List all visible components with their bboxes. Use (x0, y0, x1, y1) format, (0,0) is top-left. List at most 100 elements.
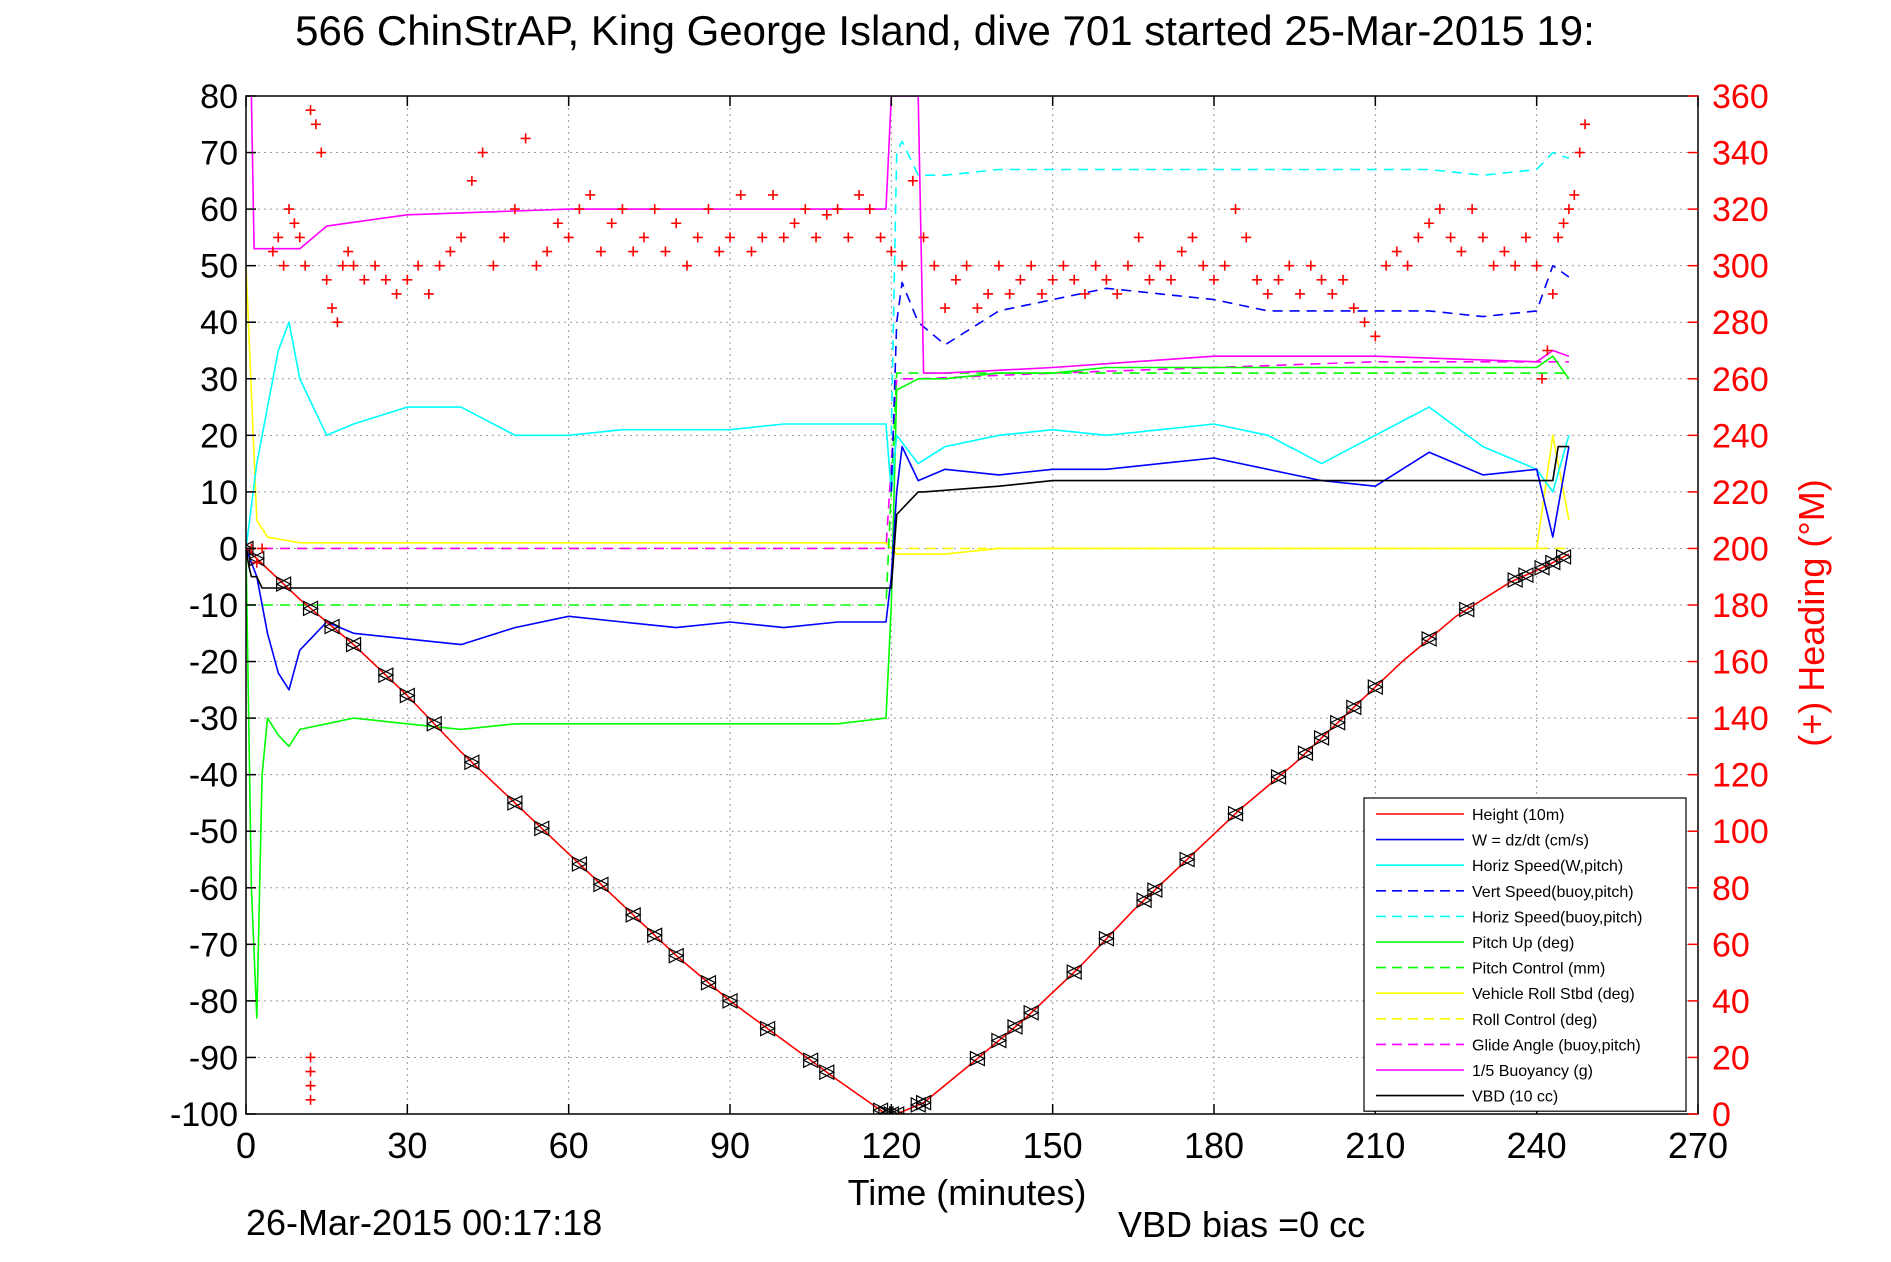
y-right-tick-label: 360 (1712, 78, 1769, 116)
y-right-tick-label: 260 (1712, 361, 1769, 399)
heading-point (300, 260, 311, 271)
heading-point (305, 1066, 316, 1077)
heading-point (1155, 260, 1166, 271)
y-tick-label: -70 (189, 926, 238, 964)
height-marker (1146, 882, 1164, 899)
height-marker (1022, 1004, 1040, 1021)
x-tick-label: 270 (1668, 1125, 1728, 1166)
legend-item-label: VBD (10 cc) (1472, 1089, 1558, 1106)
chart-title: 566 ChinStrAP, King George Island, dive … (295, 7, 1595, 54)
heading-point (1359, 317, 1370, 328)
heading-point (768, 189, 779, 200)
height-marker (1345, 699, 1363, 716)
heading-point (284, 204, 295, 215)
heading-point (940, 303, 951, 314)
heading-point (993, 260, 1004, 271)
y-tick-label: 30 (200, 361, 238, 399)
heading-point (499, 232, 510, 243)
heading-point (649, 204, 660, 215)
heading-point (897, 260, 908, 271)
heading-point (800, 204, 811, 215)
heading-point (918, 232, 929, 243)
height-marker (1006, 1018, 1024, 1035)
heading-point (1531, 260, 1542, 271)
heading-point (1015, 274, 1026, 285)
height-marker (700, 974, 717, 991)
y-right-tick-label: 220 (1712, 474, 1769, 512)
y-tick-label: -20 (189, 644, 238, 682)
heading-point (1273, 274, 1284, 285)
y-axis-right-label: (+) Heading (°M) (1791, 479, 1832, 746)
x-tick-label: 0 (236, 1125, 256, 1166)
series-line-pitch-control-mm (246, 372, 1569, 606)
height-marker (1065, 964, 1083, 981)
heading-point (305, 105, 316, 116)
heading-point (972, 303, 983, 314)
heading-point (413, 260, 424, 271)
y-right-tick-label: 300 (1712, 248, 1769, 286)
height-marker (533, 820, 551, 837)
heading-point (1058, 260, 1069, 271)
y-right-tick-label: 120 (1712, 757, 1769, 795)
x-tick-label: 240 (1507, 1125, 1567, 1166)
y-right-tick-label: 160 (1712, 644, 1769, 682)
heading-point (1580, 119, 1591, 130)
heading-point (343, 246, 354, 257)
legend-item-label: Pitch Control (mm) (1472, 961, 1605, 978)
heading-point (1198, 260, 1209, 271)
y-tick-label: 40 (200, 304, 238, 342)
heading-point (1230, 204, 1241, 215)
heading-point (1338, 274, 1349, 285)
footer-date: 26-Mar-2015 00:17:18 (246, 1202, 602, 1243)
heading-point (488, 260, 499, 271)
height-marker (646, 927, 664, 944)
y-tick-label: -80 (189, 983, 238, 1021)
height-marker (667, 947, 685, 964)
heading-point (423, 288, 434, 299)
legend-item-label: Vert Speed(buoy,pitch) (1472, 884, 1634, 901)
y-right-tick-label: 180 (1712, 587, 1769, 625)
legend: Height (10m) W = dz/dt (cm/s) Horiz Speed(… (1363, 797, 1687, 1112)
series-line-horiz-speed-w-pitch (246, 321, 1570, 549)
heading-point (1467, 204, 1478, 215)
heading-point (1069, 274, 1080, 285)
heading-point (391, 288, 402, 299)
y-right-tick-label: 320 (1712, 191, 1769, 229)
heading-point (1370, 331, 1381, 342)
series-group (246, 96, 1591, 1114)
height-marker (624, 906, 642, 923)
heading-point (778, 232, 789, 243)
legend-item-label: 1/5 Buoyancy (g) (1472, 1063, 1593, 1080)
height-marker (398, 687, 416, 704)
y-tick-label: 20 (200, 417, 238, 455)
heading-point (1219, 260, 1230, 271)
y-tick-label: 60 (200, 191, 238, 229)
y-tick-label: -10 (189, 587, 238, 625)
heading-point (595, 246, 606, 257)
heading-point (402, 274, 413, 285)
heading-point (563, 232, 574, 243)
heading-point (628, 246, 639, 257)
height-marker (425, 715, 443, 732)
heading-point (617, 204, 628, 215)
legend-item-label: Glide Angle (buoy,pitch) (1472, 1037, 1641, 1054)
legend-item-label: Horiz Speed(buoy,pitch) (1472, 909, 1642, 926)
height-marker (275, 576, 292, 593)
heading-point (257, 543, 268, 554)
legend-box (1363, 797, 1687, 1112)
x-tick-label: 120 (861, 1125, 921, 1166)
heading-point (305, 1052, 316, 1063)
heading-point (574, 204, 585, 215)
footer-vbd-bias: VBD bias =0 cc (1118, 1204, 1365, 1245)
heading-point (1391, 246, 1402, 257)
height-marker (506, 794, 524, 811)
heading-point (1176, 246, 1187, 257)
y-tick-label: -90 (189, 1039, 238, 1077)
x-tick-label: 150 (1023, 1125, 1083, 1166)
heading-point (1542, 345, 1553, 356)
height-marker (1227, 805, 1244, 822)
heading-point (735, 189, 746, 200)
heading-point (681, 260, 692, 271)
heading-point (746, 246, 757, 257)
